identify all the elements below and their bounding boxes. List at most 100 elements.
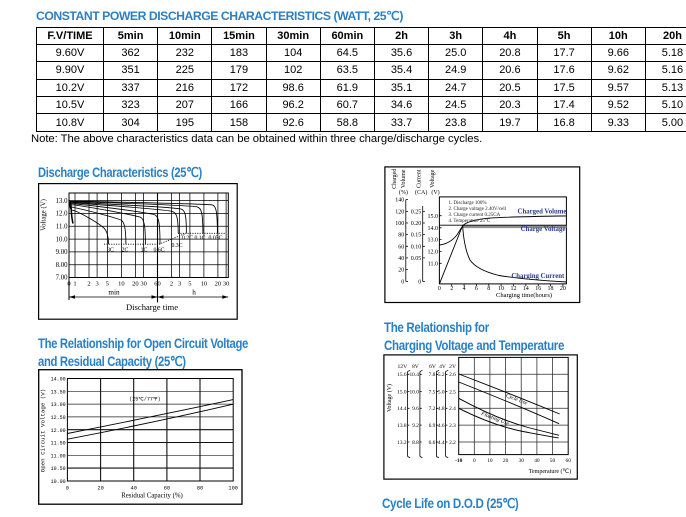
svg-text:13.00: 13.00	[51, 402, 66, 408]
svg-text:2.4: 2.4	[449, 406, 456, 412]
svg-text:0.25: 0.25	[411, 210, 422, 216]
svg-text:16: 16	[535, 286, 541, 292]
svg-text:10: 10	[487, 458, 493, 464]
svg-text:13.2: 13.2	[397, 440, 407, 446]
svg-text:20: 20	[398, 268, 404, 274]
svg-text:7.2: 7.2	[429, 406, 436, 412]
svg-text:20: 20	[560, 286, 566, 292]
svg-text:30: 30	[223, 281, 230, 288]
svg-text:13.50: 13.50	[51, 389, 66, 395]
svg-text:8.8: 8.8	[412, 440, 419, 446]
svg-text:12.0: 12.0	[428, 250, 439, 256]
svg-text:(25℃/77℉): (25℃/77℉)	[129, 397, 160, 403]
svg-text:15.0: 15.0	[428, 214, 439, 220]
svg-text:140: 140	[395, 198, 404, 204]
svg-text:2: 2	[170, 281, 173, 288]
svg-text:14.4: 14.4	[397, 406, 407, 412]
svg-text:1: 1	[73, 281, 76, 288]
svg-text:30: 30	[519, 458, 525, 464]
svg-text:Discharge time: Discharge time	[126, 302, 178, 312]
svg-text:120: 120	[395, 210, 404, 216]
svg-text:5: 5	[106, 281, 109, 288]
svg-text:60: 60	[566, 458, 572, 464]
svg-text:30: 30	[140, 281, 147, 288]
svg-text:5: 5	[188, 281, 191, 288]
svg-text:60: 60	[154, 281, 161, 288]
svg-text:2C: 2C	[122, 248, 129, 254]
svg-text:13.0: 13.0	[56, 198, 68, 205]
svg-text:Charging time(hours): Charging time(hours)	[496, 292, 552, 299]
svg-text:Temperature (℃): Temperature (℃)	[529, 468, 571, 475]
svg-text:Charged: Charged	[392, 169, 398, 189]
svg-text:4. Temperature 25°C: 4. Temperature 25°C	[449, 219, 491, 224]
svg-text:13.0: 13.0	[428, 238, 439, 244]
svg-text:1. Discharge 100%: 1. Discharge 100%	[449, 201, 487, 206]
svg-text:3. Charge current 0.25CA: 3. Charge current 0.25CA	[449, 213, 501, 218]
svg-text:60: 60	[164, 486, 170, 492]
svg-text:20: 20	[97, 486, 103, 492]
svg-text:-10: -10	[455, 458, 462, 464]
svg-text:4.6: 4.6	[438, 423, 445, 429]
svg-text:80: 80	[398, 233, 404, 239]
svg-text:40: 40	[398, 256, 404, 262]
svg-text:Cycle Use: Cycle Use	[505, 393, 529, 407]
svg-text:2: 2	[450, 286, 453, 292]
svg-text:50: 50	[550, 458, 556, 464]
svg-text:7.8: 7.8	[429, 372, 436, 378]
svg-text:11.0: 11.0	[428, 261, 438, 267]
svg-text:10.0: 10.0	[56, 236, 68, 243]
svg-text:Voltage (V): Voltage (V)	[386, 384, 393, 412]
svg-text:0.05: 0.05	[411, 256, 422, 262]
svg-text:6: 6	[475, 286, 478, 292]
svg-text:2: 2	[87, 281, 90, 288]
svg-text:Volume: Volume	[401, 169, 407, 188]
svg-text:2.5: 2.5	[449, 389, 456, 395]
svg-text:5.0: 5.0	[438, 389, 445, 395]
svg-text:20: 20	[215, 281, 222, 288]
svg-text:20: 20	[503, 458, 509, 464]
svg-text:11.50: 11.50	[51, 441, 66, 447]
svg-text:8.00: 8.00	[56, 262, 68, 269]
svg-text:Residual Capacity (%): Residual Capacity (%)	[121, 493, 183, 500]
svg-text:18: 18	[548, 286, 554, 292]
svg-text:(V): (V)	[431, 189, 439, 196]
svg-text:7.00: 7.00	[56, 275, 68, 282]
svg-text:14.0: 14.0	[428, 226, 439, 232]
svg-text:2. Charge voltage 2.40V/cell: 2. Charge voltage 2.40V/cell	[449, 207, 507, 212]
svg-text:4V: 4V	[439, 364, 446, 370]
svg-text:0: 0	[418, 280, 421, 286]
svg-text:11.0: 11.0	[56, 223, 68, 230]
svg-text:100: 100	[395, 221, 404, 227]
svg-text:10.0: 10.0	[409, 389, 419, 395]
svg-text:60: 60	[398, 244, 404, 250]
svg-text:1C: 1C	[141, 248, 148, 254]
svg-text:8V: 8V	[412, 364, 419, 370]
svg-text:12.0: 12.0	[56, 211, 68, 218]
svg-text:4.8: 4.8	[438, 406, 445, 412]
svg-text:14: 14	[523, 286, 529, 292]
svg-text:h: h	[192, 288, 196, 296]
svg-text:12: 12	[511, 286, 517, 292]
svg-text:Charging Current: Charging Current	[511, 273, 565, 280]
svg-text:Charge Voltage: Charge Voltage	[521, 226, 566, 233]
svg-text:2.6: 2.6	[449, 372, 456, 378]
svg-text:2.2: 2.2	[449, 440, 456, 446]
svg-text:10: 10	[201, 281, 208, 288]
svg-text:12.00: 12.00	[51, 428, 66, 434]
svg-text:Current: Current	[416, 169, 422, 188]
svg-text:2V: 2V	[449, 364, 456, 370]
svg-text:6.9: 6.9	[429, 423, 436, 429]
svg-text:12V: 12V	[397, 364, 407, 370]
svg-text:40: 40	[534, 458, 540, 464]
svg-text:0: 0	[473, 458, 476, 464]
svg-text:0: 0	[401, 280, 404, 286]
svg-text:0.05C: 0.05C	[208, 235, 222, 241]
svg-text:0.3C: 0.3C	[171, 243, 182, 249]
svg-text:0.1C: 0.1C	[194, 235, 205, 241]
svg-text:0: 0	[66, 486, 69, 492]
svg-text:Voltage (V): Voltage (V)	[41, 199, 48, 231]
svg-text:13.8: 13.8	[397, 423, 407, 429]
svg-text:0.2C: 0.2C	[182, 235, 193, 241]
svg-text:min: min	[108, 288, 120, 296]
svg-text:(%): (%)	[399, 189, 408, 196]
